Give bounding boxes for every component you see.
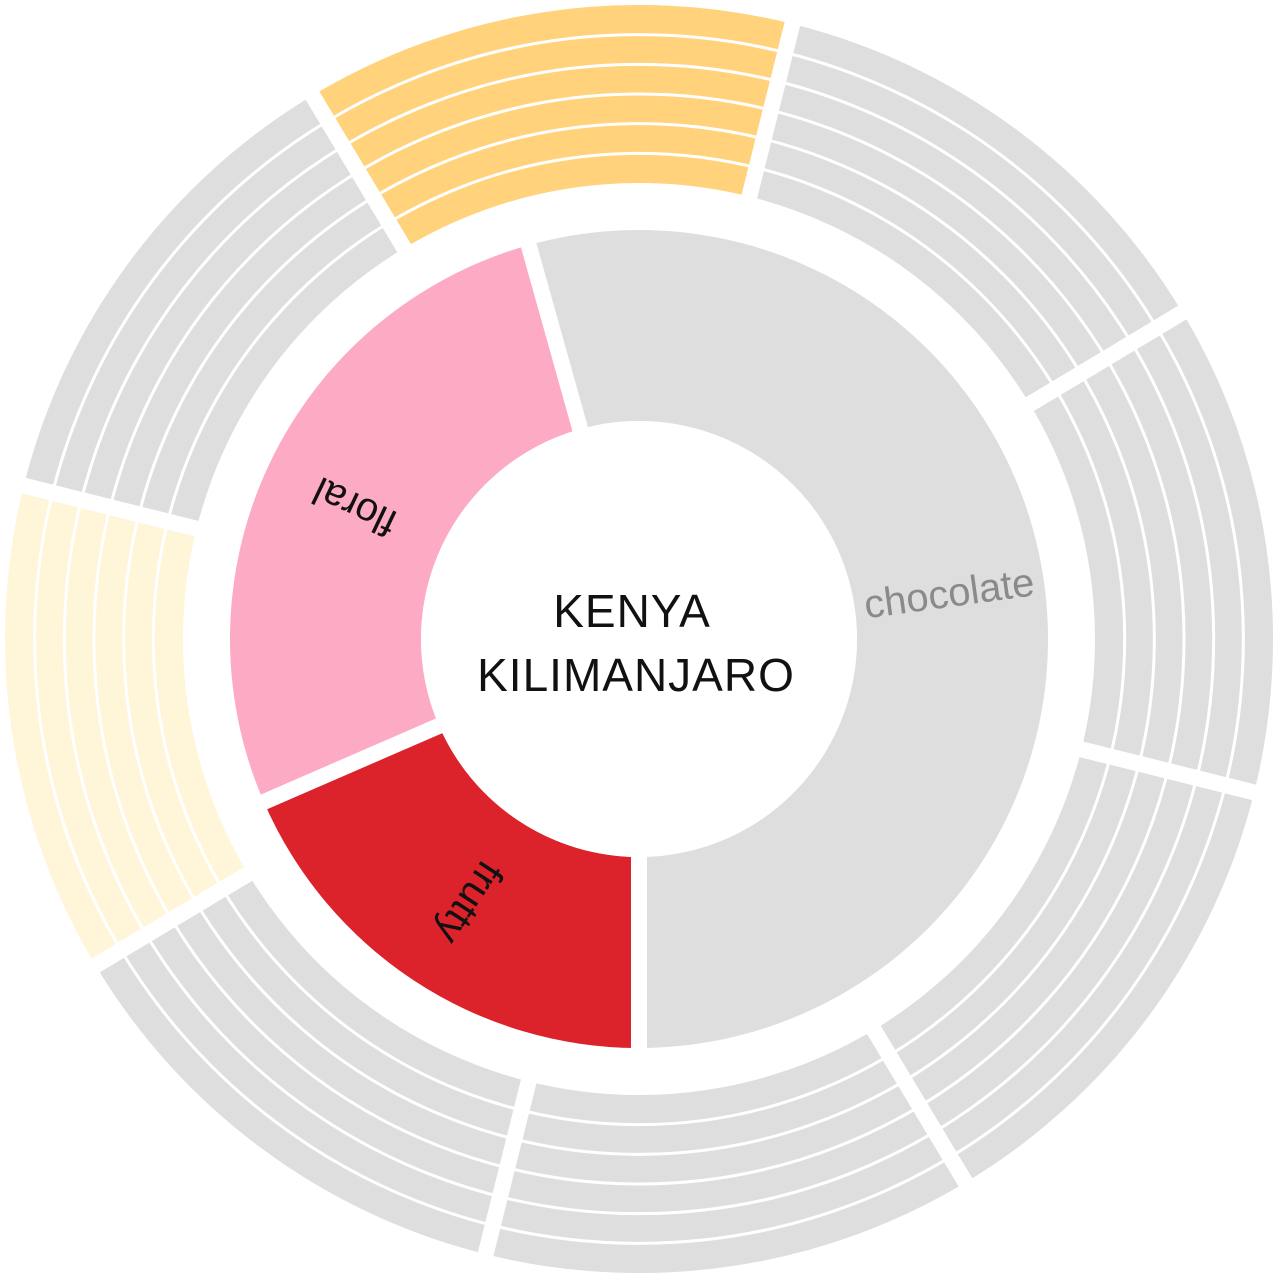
- outer-segment-7-band-5: [52, 120, 344, 500]
- outer-band-divider: [151, 151, 1127, 1127]
- outer-segment-7-band-2: [138, 197, 389, 522]
- inner-segment-chocolate: [528, 230, 1048, 1048]
- outer-segment-4-band-2: [514, 1055, 905, 1155]
- outer-segment-3-band-2: [889, 756, 1140, 1081]
- inner-segment-gap: [257, 716, 446, 811]
- outer-segment-7-band-6: [23, 95, 328, 493]
- outer-segment-gap: [740, 18, 802, 203]
- outer-segment-3-band-1: [873, 749, 1111, 1056]
- outer-segment-1-band-2: [756, 138, 1081, 389]
- outer-segment-1-band-3: [763, 110, 1107, 374]
- inner-segment-frutty: [263, 725, 639, 1048]
- outer-segment-5-band-2: [197, 889, 522, 1140]
- outer-segment-6-band-2: [123, 514, 223, 905]
- outer-segment-6-band-1: [153, 521, 249, 890]
- outer-segment-1-band-6: [785, 23, 1183, 328]
- outer-segment-8-band-4: [343, 64, 779, 172]
- outer-segment-5-band-3: [171, 904, 515, 1168]
- outer-segment-3-band-5: [934, 778, 1226, 1158]
- outer-segment-3-band-6: [950, 785, 1255, 1183]
- outer-segment-gap: [303, 88, 414, 256]
- outer-segment-4-band-3: [507, 1080, 920, 1184]
- title-line-2: KILIMANJARO: [477, 649, 795, 701]
- outer-segment-2-band-3: [1080, 358, 1184, 771]
- outer-segment-7-band-1: [167, 222, 405, 529]
- outer-segment-6-band-6: [5, 485, 121, 966]
- outer-segment-gap: [1075, 740, 1260, 802]
- title-line-1: KENYA: [553, 585, 711, 637]
- outer-segment-2-band-5: [1131, 327, 1244, 786]
- outer-band-divider: [122, 122, 1156, 1156]
- outer-segment-6-band-4: [64, 499, 172, 935]
- outer-segment-4-band-4: [499, 1106, 935, 1214]
- outer-segment-gap: [88, 864, 256, 975]
- outer-segment-8-band-5: [327, 34, 786, 147]
- outer-segment-7-band-3: [110, 171, 374, 515]
- outer-segment-2-band-1: [1029, 388, 1125, 757]
- outer-segment-gap: [18, 476, 203, 538]
- outer-segment-1-band-4: [770, 81, 1132, 359]
- outer-segment-8-band-3: [358, 94, 771, 198]
- outer-segment-5-band-1: [222, 873, 529, 1111]
- inner-ring: [229, 230, 1048, 1052]
- outer-segment-8-band-2: [373, 123, 764, 223]
- outer-segment-2-band-2: [1055, 373, 1155, 764]
- outer-band-divider: [62, 62, 1216, 1216]
- outer-segment-gap: [476, 1075, 538, 1260]
- outer-segment-4-band-1: [521, 1029, 890, 1125]
- outer-segment-5-band-5: [120, 934, 500, 1226]
- outer-segment-6-band-3: [94, 507, 198, 920]
- outer-segment-5-band-4: [146, 919, 508, 1197]
- outer-segment-1-band-1: [749, 167, 1056, 405]
- outer-band-divider: [33, 33, 1245, 1245]
- outer-ring: [5, 5, 1273, 1273]
- outer-segment-gap: [864, 1022, 975, 1190]
- outer-segment-8-band-6: [312, 5, 793, 121]
- outer-segment-1-band-5: [778, 52, 1158, 344]
- outer-segment-3-band-4: [919, 770, 1197, 1132]
- center-disc: [421, 421, 857, 857]
- outer-segment-7-band-4: [81, 146, 359, 508]
- outer-segment-3-band-3: [904, 763, 1168, 1107]
- inner-segment-gap: [519, 239, 589, 436]
- inner-segment-floral: [229, 245, 581, 802]
- outer-band-divider: [92, 92, 1186, 1186]
- outer-segment-4-band-6: [485, 1157, 966, 1273]
- outer-segment-gap: [1022, 303, 1190, 414]
- outer-segment-4-band-5: [492, 1131, 951, 1244]
- outer-segment-2-band-6: [1157, 312, 1273, 793]
- outer-segment-6-band-5: [34, 492, 147, 951]
- outer-segment-8-band-1: [388, 153, 757, 249]
- outer-segment-5-band-6: [95, 950, 493, 1255]
- outer-segment-2-band-4: [1106, 343, 1214, 779]
